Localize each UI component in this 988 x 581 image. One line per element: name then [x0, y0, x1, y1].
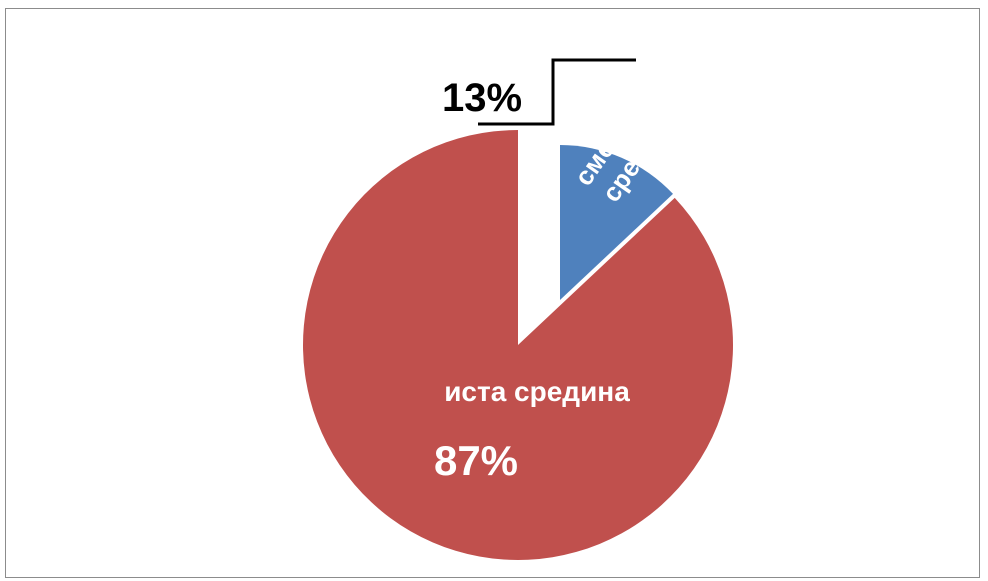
- slices-layer: [303, 130, 734, 560]
- pie-slice-same: [303, 130, 734, 560]
- value-label-changed: 13%: [442, 76, 522, 120]
- pie-slice-changed: [560, 145, 673, 300]
- slice-label-same: иста средина: [444, 376, 630, 407]
- value-label-same: 87%: [434, 437, 518, 484]
- leader-line-changed: [478, 58, 636, 126]
